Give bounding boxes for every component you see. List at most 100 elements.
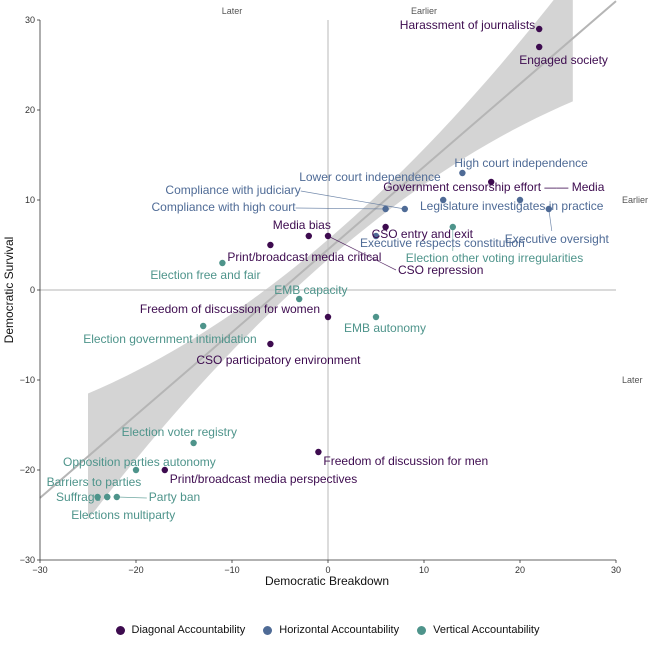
point-compliance-with-judiciary (401, 205, 408, 213)
legend-label-diagonal: Diagonal Accountability (131, 624, 246, 636)
point-government-censorship-effort-media (488, 178, 495, 186)
label-opposition-parties-autonomy: Opposition parties autonomy (63, 455, 216, 469)
label-emb-autonomy: EMB autonomy (344, 321, 426, 335)
label-harassment-of-journalists: Harassment of journalists (400, 18, 535, 32)
point-executive-oversight (545, 205, 552, 213)
point-media-bias (305, 232, 312, 240)
y-tick-label: 30 (25, 15, 35, 25)
confidence-ribbon (88, 0, 573, 520)
y-tick-label: −10 (20, 375, 35, 385)
label-executive-respects-constitution: Executive respects constitution (360, 236, 525, 250)
point-barriers-to-parties (94, 493, 101, 501)
points-layer (94, 25, 552, 501)
label-election-free-and-fair: Election free and fair (150, 268, 260, 282)
legend-swatch-horizontal (263, 625, 273, 635)
y-tick-label: −30 (20, 555, 35, 565)
x-tick-label: 30 (611, 565, 621, 575)
label-cso-participatory-environment: CSO participatory environment (196, 353, 361, 367)
legend-label-horizontal: Horizontal Accountability (279, 624, 400, 636)
point-compliance-with-high-court (382, 205, 389, 213)
legend-swatch-vertical (417, 625, 427, 635)
legend-item-vertical: Vertical Accountability (417, 624, 539, 636)
label-election-government-intimidation: Election government intimidation (83, 332, 256, 346)
point-print-broadcast-media-perspectives (161, 466, 168, 474)
point-lower-court-independence (440, 196, 447, 204)
right-label-later: Later (622, 375, 643, 385)
point-print-broadcast-media-critical (267, 241, 274, 249)
legend-item-diagonal: Diagonal Accountability (115, 624, 246, 636)
label-party-ban: Party ban (149, 490, 200, 504)
label-government-censorship-effort-media: Government censorship effort —— Media (383, 180, 605, 194)
label-lower-court-independence: Lower court independence (299, 170, 441, 184)
point-legislature-investigates-in-practice (516, 196, 524, 204)
point-executive-respects-constitution (372, 232, 380, 240)
point-cso-participatory-environment (267, 340, 274, 348)
leader-cso-repression (327, 235, 397, 271)
label-print-broadcast-media-perspectives: Print/broadcast media perspectives (170, 472, 357, 486)
label-election-other-voting-irregularities: Election other voting irregularities (406, 251, 583, 265)
label-cso-entry-and-exit: CSO entry and exit (372, 227, 474, 241)
point-election-government-intimidation (200, 322, 207, 330)
label-legislature-investigates-in-practice: Legislature investigates in practice (420, 199, 604, 213)
confidence-ribbon-layer (88, 0, 573, 520)
point-election-voter-registry (190, 439, 197, 447)
point-emb-capacity (296, 295, 303, 303)
point-high-court-independence (459, 169, 466, 177)
label-election-voter-registry: Election voter registry (122, 425, 237, 439)
label-compliance-with-judiciary: Compliance with judiciary (165, 183, 300, 197)
y-axis-title: Democratic Survival (2, 237, 16, 344)
leader-compliance-with-high-court (295, 207, 386, 210)
y-tick-label: 20 (25, 105, 35, 115)
y-tick-label: −20 (20, 465, 35, 475)
trend-line-layer (39, 0, 617, 499)
leader-executive-oversight (548, 208, 553, 232)
legend-label-vertical: Vertical Accountability (433, 624, 540, 636)
label-engaged-society: Engaged society (519, 53, 608, 67)
point-engaged-society (536, 43, 543, 51)
point-labels-layer: Harassment of journalists Engaged society… (47, 18, 610, 522)
label-freedom-of-discussion-for-men: Freedom of discussion for men (323, 454, 488, 468)
axes-layer: −30 −20 −10 0 10 20 30 −30 −20 −10 0 10 20 30 (20, 15, 621, 575)
legend: Diagonal Accountability Horizontal Accou… (0, 624, 655, 636)
point-emb-autonomy (372, 313, 380, 321)
point-elections-multiparty (104, 493, 111, 501)
trend-line (39, 0, 617, 499)
point-freedom-of-discussion-for-men (315, 448, 322, 456)
x-tick-label: 20 (515, 565, 525, 575)
reference-lines-layer (40, 20, 616, 560)
x-axis-title: Democratic Breakdown (265, 574, 389, 588)
x-tick-label: 10 (419, 565, 429, 575)
label-print-broadcast-media-critical: Print/broadcast media critical (227, 250, 381, 264)
label-elections-multiparty: Elections multiparty (71, 508, 175, 522)
top-label-earlier: Earlier (411, 6, 437, 16)
leader-lines-layer (116, 190, 553, 499)
point-party-ban (113, 493, 121, 501)
x-tick-label: 0 (325, 565, 330, 575)
label-emb-capacity: EMB capacity (274, 283, 347, 297)
point-cso-entry-and-exit (382, 223, 389, 231)
top-label-later: Later (222, 6, 243, 16)
point-cso-repression (324, 232, 332, 240)
legend-item-horizontal: Horizontal Accountability (263, 624, 399, 636)
label-executive-oversight: Executive oversight (505, 232, 610, 246)
right-label-earlier: Earlier (622, 195, 648, 205)
point-election-free-and-fair (219, 259, 226, 267)
label-compliance-with-high-court: Compliance with high court (152, 200, 297, 214)
scatter-plot: −30 −20 −10 0 10 20 30 −30 −20 −10 0 10 20 30 Harassm… (2, 0, 648, 588)
y-tick-label: 10 (25, 195, 35, 205)
legend-swatch-diagonal (115, 625, 125, 635)
x-tick-label: −20 (128, 565, 143, 575)
point-harassment-of-journalists (536, 25, 543, 33)
label-suffrage: Suffrage (56, 490, 101, 504)
point-opposition-parties-autonomy (132, 466, 140, 474)
label-freedom-of-discussion-for-women: Freedom of discussion for women (140, 302, 320, 316)
label-high-court-independence: High court independence (454, 156, 588, 170)
label-barriers-to-parties: Barriers to parties (47, 475, 142, 489)
x-tick-label: −10 (224, 565, 239, 575)
leader-compliance-with-judiciary (300, 190, 405, 210)
y-tick-label: 0 (30, 285, 35, 295)
point-freedom-of-discussion-for-women (324, 313, 332, 321)
label-media-bias: Media bias (273, 218, 331, 232)
point-election-other-voting-irregularities (449, 223, 456, 231)
leader-party-ban (116, 496, 147, 499)
